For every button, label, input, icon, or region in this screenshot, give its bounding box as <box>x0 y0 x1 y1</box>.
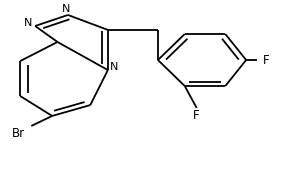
Text: N: N <box>24 19 32 28</box>
Text: N: N <box>110 62 119 72</box>
Text: F: F <box>263 54 269 66</box>
Text: F: F <box>193 109 200 122</box>
Text: Br: Br <box>12 128 25 140</box>
Text: N: N <box>62 4 71 14</box>
